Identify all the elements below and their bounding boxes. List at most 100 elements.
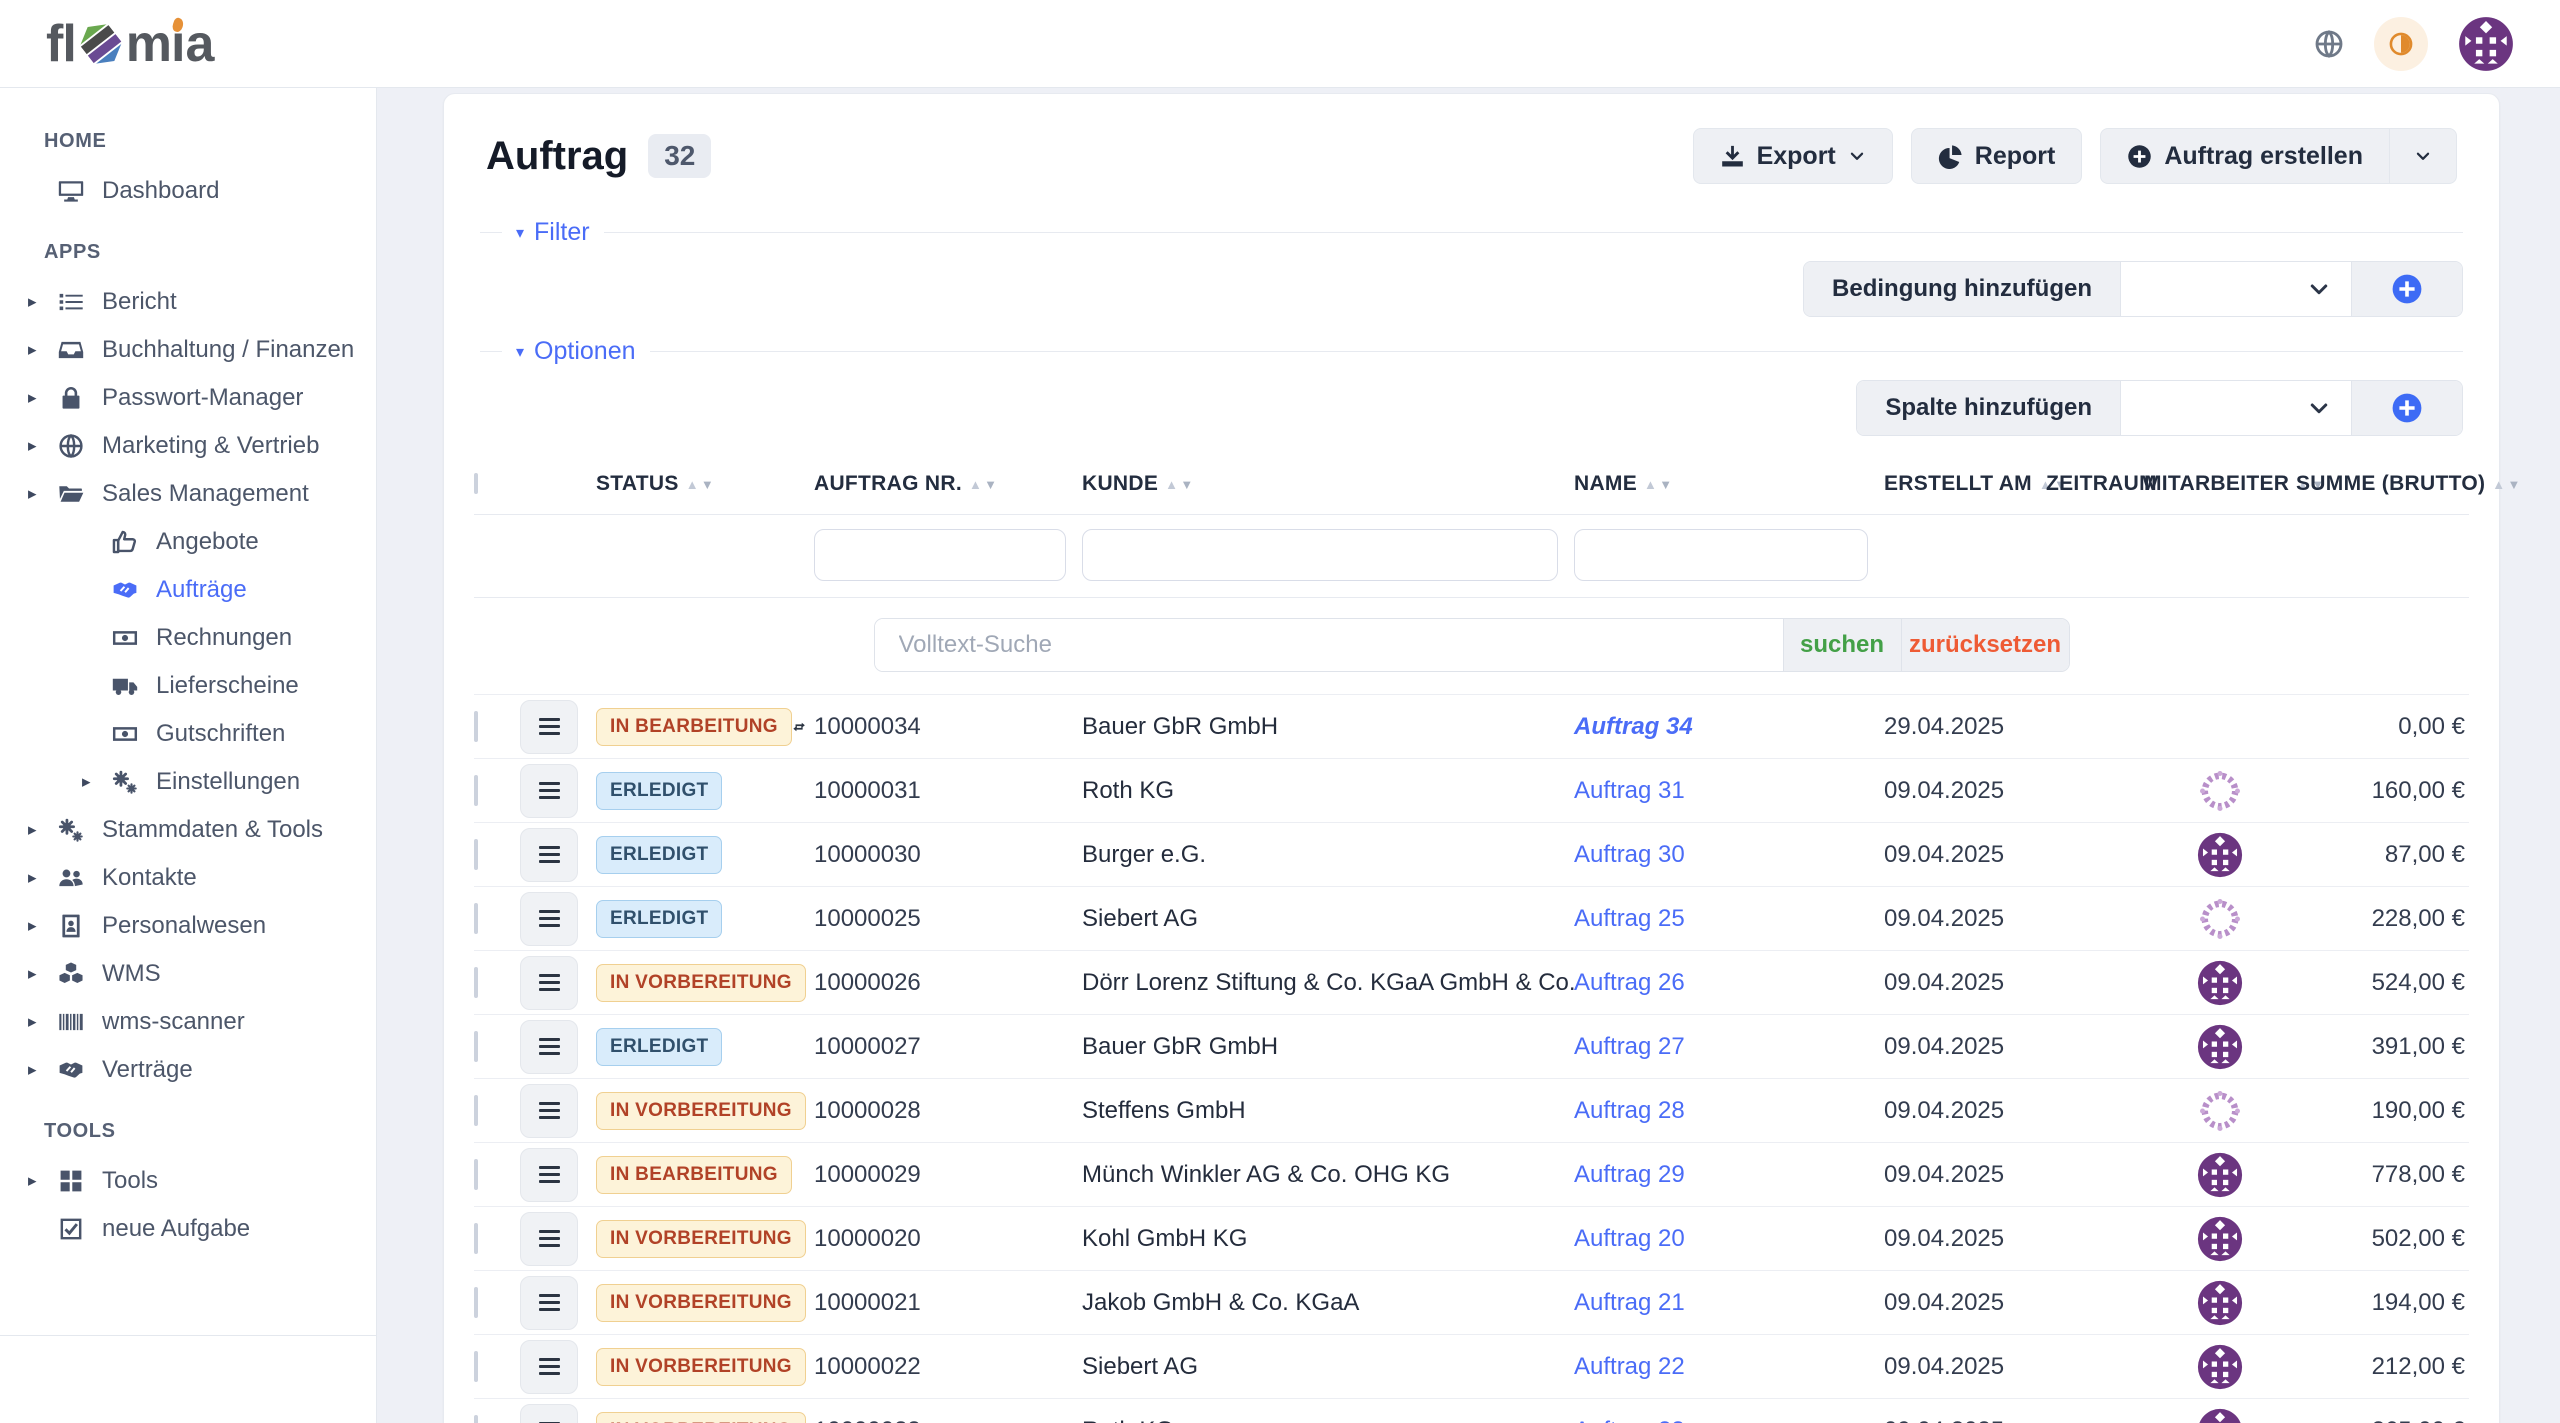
sort-asc-icon: ▲ [1644,478,1657,491]
dark-mode-toggle[interactable] [2374,17,2428,71]
row-checkbox[interactable] [474,1415,478,1423]
col-header-kunde[interactable]: KUNDE▲▼ [1082,472,1574,496]
row-actions-menu-button[interactable] [520,892,578,946]
column-select[interactable] [2120,381,2352,435]
order-name-link[interactable]: Auftrag 29 [1574,1161,1685,1188]
row-checkbox[interactable] [474,1351,478,1382]
row-checkbox-cell [474,905,520,933]
language-globe-icon[interactable] [2314,29,2344,59]
row-checkbox[interactable] [474,1095,478,1126]
order-name-link[interactable]: Auftrag 22 [1574,1353,1685,1380]
sidebar-item-neue-aufgabe[interactable]: neue Aufgabe [0,1205,376,1253]
order-name-link[interactable]: Auftrag 31 [1574,777,1685,804]
export-button[interactable]: Export [1693,128,1893,184]
row-checkbox[interactable] [474,839,478,870]
sidebar-item-tools[interactable]: ▸Tools [0,1157,376,1205]
col-header-mitarbeiter[interactable]: MITARBEITER▲▼ [2144,472,2296,496]
sidebar-item-lieferscheine[interactable]: Lieferscheine [0,662,376,710]
user-avatar[interactable] [2458,16,2514,72]
order-name-link[interactable]: Auftrag 25 [1574,905,1685,932]
sidebar-item-bericht[interactable]: ▸Bericht [0,278,376,326]
options-toggle-link[interactable]: ▾Optionen [516,337,636,366]
row-actions-menu-button[interactable] [520,1148,578,1202]
sidebar-item-gutschriften[interactable]: Gutschriften [0,710,376,758]
app-logo[interactable]: fl m ı a [46,14,213,74]
order-name-link[interactable]: Auftrag 23 [1574,1417,1685,1423]
sidebar-item-wms[interactable]: ▸WMS [0,950,376,998]
order-name-link[interactable]: Auftrag 26 [1574,969,1685,996]
row-checkbox[interactable] [474,1159,478,1190]
row-actions-menu-button[interactable] [520,828,578,882]
row-actions-menu-button[interactable] [520,1276,578,1330]
status-cell: IN VORBEREITUNG [596,1220,814,1258]
row-checkbox[interactable] [474,775,478,806]
row-checkbox[interactable] [474,903,478,934]
add-condition-button[interactable] [2352,262,2462,316]
row-actions-menu-button[interactable] [520,1212,578,1266]
col-header-erstellt[interactable]: ERSTELLT AM▲▼ [1884,472,2046,496]
row-checkbox[interactable] [474,1031,478,1062]
sidebar-item-kontakte[interactable]: ▸Kontakte [0,854,376,902]
sidebar-item-buchhaltung-finanzen[interactable]: ▸Buchhaltung / Finanzen [0,326,376,374]
row-actions-menu-button[interactable] [520,1084,578,1138]
options-section-divider: ▾Optionen [480,337,2463,366]
sidebar-item-dashboard[interactable]: Dashboard [0,167,376,215]
search-group: suchen zurücksetzen [874,618,2070,672]
sidebar-item-personalwesen[interactable]: ▸Personalwesen [0,902,376,950]
column-filter-input-name[interactable] [1574,529,1868,581]
col-header-name[interactable]: NAME▲▼ [1574,472,1884,496]
row-checkbox[interactable] [474,967,478,998]
row-checkbox[interactable] [474,1223,478,1254]
chevron-down-icon [2307,396,2331,420]
order-name-link[interactable]: Auftrag 20 [1574,1225,1685,1252]
order-number-cell: 10000031 [814,777,1082,805]
search-button[interactable]: suchen [1783,619,1901,671]
sum-cell: 87,00 € [2296,841,2469,869]
sidebar-item-vertr-ge[interactable]: ▸Verträge [0,1046,376,1094]
condition-select[interactable] [2120,262,2352,316]
row-actions-menu-button[interactable] [520,1340,578,1394]
row-checkbox[interactable] [474,1287,478,1318]
create-order-dropdown-button[interactable] [2389,128,2457,184]
row-checkbox[interactable] [474,711,478,742]
col-header-nr[interactable]: AUFTRAG NR.▲▼ [814,472,1082,496]
create-order-button[interactable]: Auftrag erstellen [2100,128,2389,184]
download-icon [1720,144,1745,169]
add-column-button[interactable] [2352,381,2462,435]
fulltext-search-input[interactable] [875,619,1783,671]
order-name-link[interactable]: Auftrag 21 [1574,1289,1685,1316]
order-name-cell: Auftrag 34 [1574,713,1884,741]
sidebar-item-label: Personalwesen [102,912,266,940]
sidebar-item-marketing-vertrieb[interactable]: ▸Marketing & Vertrieb [0,422,376,470]
col-header-zeitraum[interactable]: ZEITRAUM [2046,472,2144,496]
row-actions-menu-button[interactable] [520,700,578,754]
sidebar-item-einstellungen[interactable]: ▸Einstellungen [0,758,376,806]
row-actions-menu-button[interactable] [520,1404,578,1423]
row-actions-menu-button[interactable] [520,1020,578,1074]
report-button[interactable]: Report [1911,128,2083,184]
order-name-link[interactable]: Auftrag 27 [1574,1033,1685,1060]
select-all-checkbox[interactable] [474,473,478,494]
sidebar-item-angebote[interactable]: Angebote [0,518,376,566]
filter-toggle-link[interactable]: ▾Filter [516,218,590,247]
sidebar-item-auftr-ge[interactable]: Aufträge [0,566,376,614]
sidebar-item-sales-management[interactable]: ▸Sales Management [0,470,376,518]
sidebar-item-stammdaten-tools[interactable]: ▸Stammdaten & Tools [0,806,376,854]
sidebar-item-passwort-manager[interactable]: ▸Passwort-Manager [0,374,376,422]
create-order-split-button: Auftrag erstellen [2100,128,2457,184]
sidebar-item-wms-scanner[interactable]: ▸wms-scanner [0,998,376,1046]
sidebar-item-rechnungen[interactable]: Rechnungen [0,614,376,662]
col-header-summe[interactable]: SUMME (BRUTTO)▲▼ [2296,472,2521,496]
column-filter-input-kunde[interactable] [1082,529,1558,581]
sidebar-item-label: Bericht [102,288,177,316]
order-name-cell: Auftrag 31 [1574,777,1884,805]
row-actions-menu-button[interactable] [520,764,578,818]
order-name-link[interactable]: Auftrag 34 [1574,713,1693,740]
order-name-link[interactable]: Auftrag 28 [1574,1097,1685,1124]
col-header-status[interactable]: STATUS▲▼ [596,472,814,496]
column-filter-input-nr[interactable] [814,529,1066,581]
users-icon [58,865,86,891]
order-name-link[interactable]: Auftrag 30 [1574,841,1685,868]
reset-button[interactable]: zurücksetzen [1901,619,2069,671]
row-actions-menu-button[interactable] [520,956,578,1010]
